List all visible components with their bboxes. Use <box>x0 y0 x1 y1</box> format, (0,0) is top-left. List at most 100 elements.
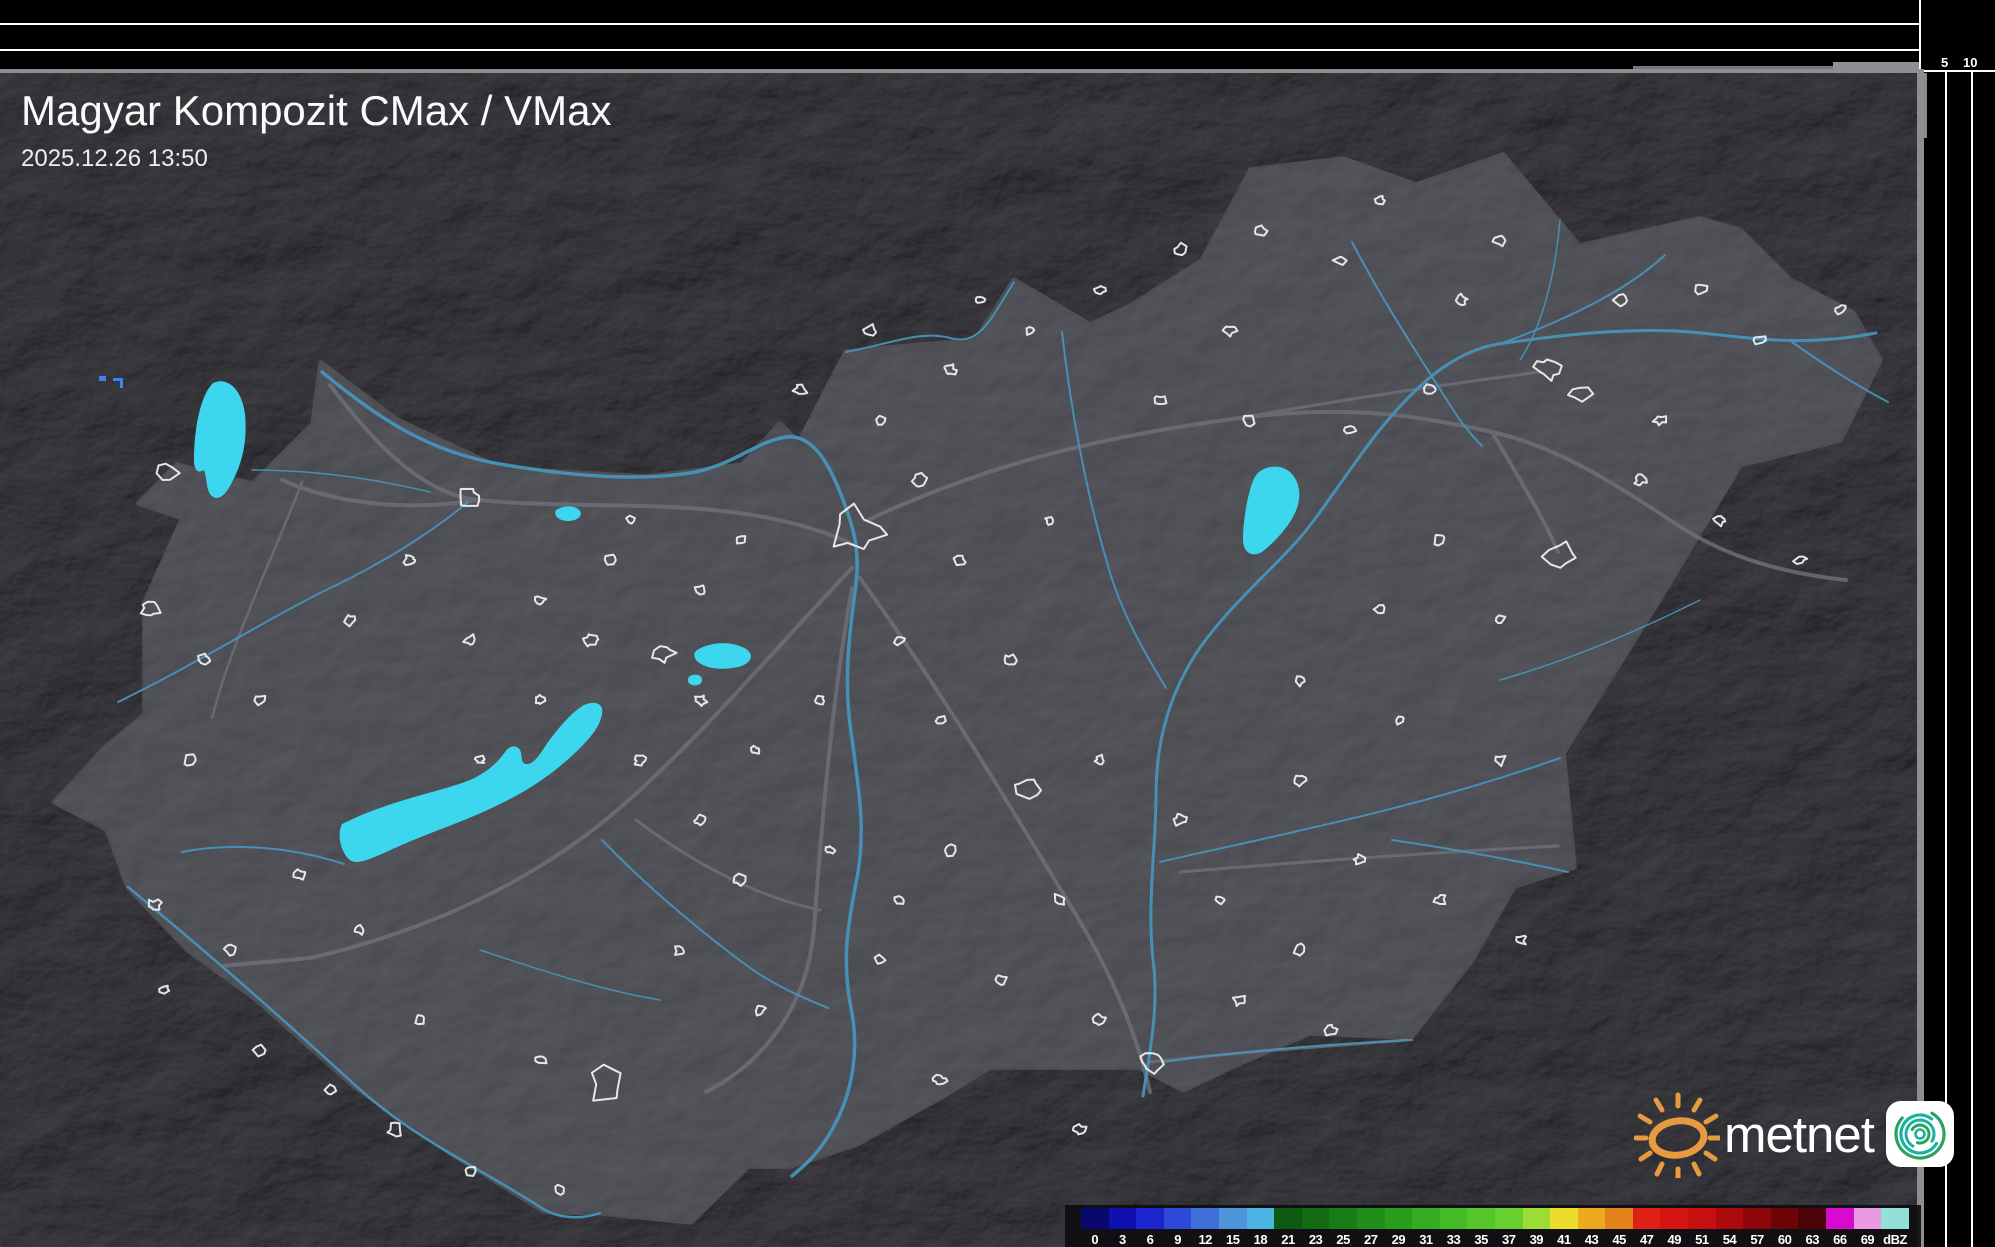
station-mark-icon <box>99 376 106 381</box>
town-outline <box>674 945 686 956</box>
town-outline <box>147 898 163 911</box>
dbz-cell: 25 <box>1329 1208 1357 1247</box>
town-outline <box>694 694 709 707</box>
town-outline <box>1214 895 1226 906</box>
hungary-terrain <box>55 155 1880 1222</box>
dbz-cell: 39 <box>1522 1208 1551 1247</box>
town-outline <box>473 754 486 764</box>
map-frame-right <box>1917 70 1924 1247</box>
map-frame-top <box>0 69 1924 73</box>
town-outline <box>554 1183 565 1196</box>
town-outline <box>155 462 181 481</box>
dbz-cell: 57 <box>1743 1208 1771 1247</box>
town-outline <box>862 323 878 337</box>
town-outline <box>462 633 476 646</box>
town-outline <box>1331 255 1348 266</box>
dbz-cell: 18 <box>1246 1208 1275 1247</box>
town-outline <box>1292 942 1306 957</box>
town-outline <box>603 553 617 566</box>
town-outline <box>1373 195 1386 206</box>
town-outline <box>1294 675 1306 688</box>
town-outline <box>386 1121 402 1138</box>
town-outline <box>343 614 357 628</box>
dbz-cell: 23 <box>1301 1208 1330 1247</box>
dbz-cell: 3 <box>1108 1208 1137 1247</box>
town-outline <box>534 693 547 705</box>
town-outline <box>459 487 481 507</box>
road <box>220 566 854 968</box>
river <box>181 845 345 865</box>
top-chart-right-axis <box>1919 0 1921 71</box>
dbz-cell: 33 <box>1439 1208 1468 1247</box>
road <box>1238 370 1542 420</box>
rivers-layer <box>117 219 1889 1219</box>
dbz-scale-blocks: 0 3 6 9 12 15 18 21 23 25 27 29 31 33 35 37 39 41 43 45 47 49… <box>1081 1208 1909 1247</box>
river <box>1519 219 1561 361</box>
dbz-cell: 45 <box>1605 1208 1633 1247</box>
town-outline <box>222 943 237 957</box>
road <box>280 478 480 508</box>
town-outline <box>1494 754 1507 768</box>
dbz-cell: 43 <box>1577 1208 1606 1247</box>
river <box>1351 241 1483 447</box>
town-outline <box>974 296 987 304</box>
town-outline <box>1091 1012 1107 1026</box>
road <box>210 480 304 720</box>
lake-ferto <box>194 381 246 498</box>
lakes-layer <box>194 381 1300 862</box>
dbz-cell: 54 <box>1715 1208 1744 1247</box>
town-outline <box>832 502 889 550</box>
town-outline <box>693 584 706 596</box>
town-outline <box>1432 894 1447 906</box>
town-outline <box>910 472 929 488</box>
dbz-cell: 49 <box>1660 1208 1689 1247</box>
town-outline <box>251 1043 267 1058</box>
top-chart-gridline-10 <box>0 23 1919 25</box>
hungary-radar-map <box>0 70 1921 1247</box>
river-tisza <box>1141 328 1878 1098</box>
town-outline <box>1567 386 1595 403</box>
river <box>1791 341 1889 403</box>
metnet-logo: metnet <box>1634 1090 1954 1178</box>
town-outline <box>1044 516 1055 526</box>
top-timeline-chart <box>0 0 1921 71</box>
road <box>328 383 854 546</box>
town-outline <box>732 872 747 887</box>
dbz-cell: 37 <box>1494 1208 1523 1247</box>
town-outline <box>253 694 267 707</box>
top-chart-bar <box>1833 62 1919 71</box>
town-outline <box>1352 853 1367 866</box>
river <box>479 949 661 1001</box>
town-outline <box>292 868 307 881</box>
town-outline <box>1221 325 1239 338</box>
town-outline <box>1712 515 1727 528</box>
dbz-cell: dBZ <box>1881 1208 1909 1247</box>
town-outline <box>1491 234 1507 248</box>
river <box>251 469 431 493</box>
right-chart-top-axis <box>1922 70 1995 72</box>
town-outline <box>158 984 171 995</box>
town-outline <box>1242 414 1256 428</box>
swirl-icon <box>1894 1108 1946 1160</box>
town-outline <box>1231 994 1247 1007</box>
town-outline <box>1694 283 1709 296</box>
town-outline <box>1153 395 1168 405</box>
station-mark-icon <box>113 378 123 388</box>
town-outline <box>1053 892 1066 906</box>
town-outline <box>1532 358 1563 382</box>
road <box>858 576 1152 1094</box>
roads-layer <box>210 370 1848 1094</box>
town-outline <box>943 363 958 376</box>
dbz-cell: 15 <box>1218 1208 1247 1247</box>
river-drava <box>126 885 602 1219</box>
top-chart-gridline-5 <box>0 49 1919 51</box>
town-outline <box>944 843 957 858</box>
right-chart-gridline-10 <box>1971 72 1973 1247</box>
dbz-scale: 0 3 6 9 12 15 18 21 23 25 27 29 31 33 35 37 39 41 43 45 47 49… <box>1065 1205 1921 1247</box>
dbz-cell: 69 <box>1853 1208 1882 1247</box>
town-outline <box>353 923 365 936</box>
dbz-cell: 63 <box>1798 1208 1827 1247</box>
road <box>1178 844 1560 874</box>
town-outline <box>1651 415 1668 427</box>
town-outline <box>1611 293 1629 308</box>
